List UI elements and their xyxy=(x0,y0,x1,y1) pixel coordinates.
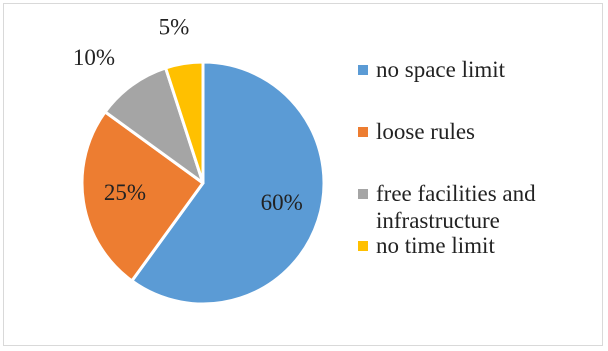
legend-item-no-space-limit: no space limit xyxy=(358,56,505,83)
legend-swatch xyxy=(358,127,368,137)
legend-label: no space limit xyxy=(376,57,506,82)
legend-item-no-time-limit: no time limit xyxy=(358,232,495,259)
legend-label: free facilities and infrastructure xyxy=(376,181,536,233)
data-label: 10% xyxy=(73,45,115,70)
pie-slice-no-space-limit xyxy=(130,60,326,306)
legend-swatch xyxy=(358,241,368,251)
legend-swatch xyxy=(358,189,368,199)
pie-slice-loose-rules xyxy=(80,110,205,283)
data-label: 60% xyxy=(261,190,303,215)
data-label: 5% xyxy=(159,15,190,40)
pie-slice-no-time-limit xyxy=(164,60,205,185)
legend-item-loose-rules: loose rules xyxy=(358,118,475,145)
data-label: 25% xyxy=(104,180,146,205)
legend-label: loose rules xyxy=(376,119,476,144)
legend-label: no time limit xyxy=(376,233,495,258)
legend-swatch xyxy=(358,65,368,75)
legend-item-free-facilities: free facilities and infrastructure xyxy=(358,180,598,234)
